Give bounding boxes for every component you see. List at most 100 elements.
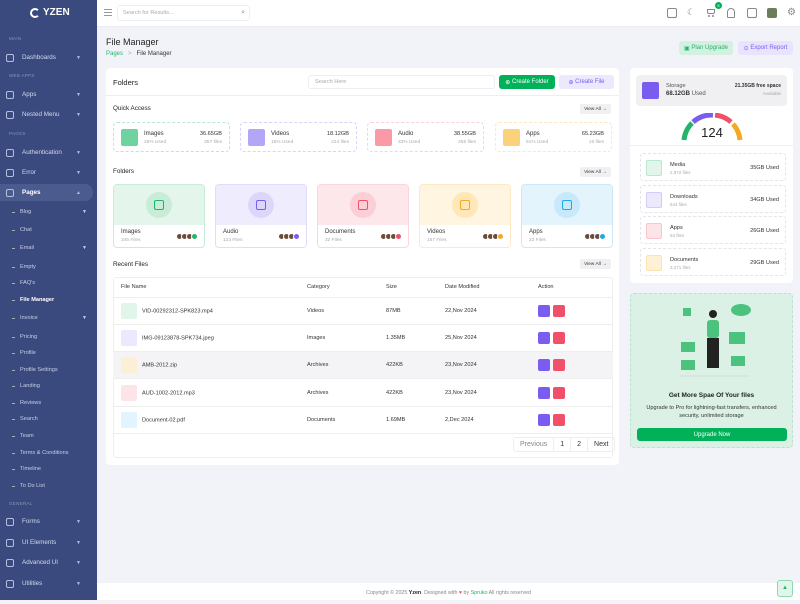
category: Archives xyxy=(307,378,386,407)
pagination-page-1[interactable]: 1 xyxy=(554,438,572,451)
error-icon xyxy=(6,168,14,177)
folder-card[interactable]: Images 345 Files xyxy=(113,184,205,248)
breadcrumb-pages[interactable]: Pages xyxy=(106,51,124,57)
name: Videos xyxy=(271,131,290,137)
quick-access-card[interactable]: Images 26% Used 36.65GB 357 files xyxy=(113,122,230,152)
table-row[interactable]: VID-00292312-SPK823.mp4 Videos 87MB 22,Nov … xyxy=(113,297,613,325)
brand-logo[interactable]: YZEN xyxy=(30,7,70,18)
folder-search-input[interactable]: Search Here xyxy=(308,75,495,89)
search-input[interactable]: Search for Results... ⌕ xyxy=(117,5,250,21)
storage-category-row[interactable]: Media 2,872 files 35GB Used xyxy=(640,153,786,181)
sidebar-subitem[interactable]: Chat xyxy=(12,227,32,233)
label: View All xyxy=(584,261,601,267)
sidebar-subitem[interactable]: Empty xyxy=(12,264,36,270)
create-file-button[interactable]: ⊕ Create File xyxy=(559,75,614,89)
notification-bell-icon[interactable] xyxy=(727,8,735,18)
quick-access-card[interactable]: Audio 33% Used 38.55GB 455 files xyxy=(367,122,484,152)
add-member-icon[interactable] xyxy=(395,233,402,240)
view-eye-icon[interactable] xyxy=(538,304,550,317)
view-eye-icon[interactable] xyxy=(538,359,550,372)
view-eye-icon[interactable] xyxy=(538,331,550,344)
delete-trash-icon[interactable] xyxy=(553,304,565,317)
search-icon[interactable]: ⌕ xyxy=(241,9,245,16)
sidebar-subitem[interactable]: Profile xyxy=(12,350,36,356)
add-member-icon[interactable] xyxy=(191,233,198,240)
settings-gear-icon[interactable]: ⚙ xyxy=(787,7,796,18)
delete-trash-icon[interactable] xyxy=(553,386,565,399)
add-member-icon[interactable] xyxy=(599,233,606,240)
label: Utilities xyxy=(22,580,43,587)
sidebar-subitem[interactable]: Email ▼ xyxy=(12,245,87,251)
add-member-icon[interactable] xyxy=(293,233,300,240)
quick-access-card[interactable]: Apps 51% Used 65.23GB 16 files xyxy=(495,122,612,152)
folder-card[interactable]: Audio 123 Files xyxy=(215,184,307,248)
sidebar-item-dashboards[interactable]: Dashboards ▼ xyxy=(0,49,93,66)
storage-category-row[interactable]: Documents 3,271 files 29GB Used xyxy=(640,248,786,276)
label: Apps xyxy=(22,91,37,98)
footer-company-link[interactable]: Spruko xyxy=(470,590,488,596)
sidebar-item-ui-elements[interactable]: UI Elements ▼ xyxy=(0,534,93,551)
pagination-page-2[interactable]: 2 xyxy=(571,438,589,451)
sidebar-item-apps[interactable]: Apps ▼ xyxy=(0,86,93,103)
sidebar-subitem[interactable]: File Manager xyxy=(12,297,54,303)
table-row[interactable]: IMG-09123878-SPK734.jpeg Images 1.35MB 25,N… xyxy=(113,324,613,353)
folder-count: 123 Files xyxy=(223,238,243,243)
sidebar-item-utilities[interactable]: Utilities ▼ xyxy=(0,575,93,592)
sidebar-item-advanced-ui[interactable]: Advanced UI ▼ xyxy=(0,554,93,571)
menu-toggle-icon[interactable] xyxy=(104,9,112,16)
sidebar-item-nested-menu[interactable]: Nested Menu ▼ xyxy=(0,106,93,123)
dark-mode-moon-icon[interactable]: ☾ xyxy=(687,7,696,17)
sidebar-subitem[interactable]: Timeline xyxy=(12,466,41,472)
plan-upgrade-button[interactable]: ▣ Plan Upgrade xyxy=(679,41,733,55)
table-row[interactable]: AUD-1002-2012.mp3 Archives 422KB 23,Nov 202… xyxy=(113,378,613,407)
folder-card[interactable]: Apps 23 Files xyxy=(521,184,613,248)
sidebar-item-error[interactable]: Error ▼ xyxy=(0,164,93,181)
size: 422KB xyxy=(386,378,445,407)
folder-card[interactable]: Videos 167 Files xyxy=(419,184,511,248)
sidebar-subitem[interactable]: Reviews xyxy=(12,400,41,406)
export-report-button[interactable]: ⊙ Export Report xyxy=(738,41,793,55)
pagination-previous[interactable]: Previous xyxy=(514,438,555,451)
sidebar-subitem[interactable]: Profile Settings xyxy=(12,367,58,373)
folders-view-all-button[interactable]: View All → xyxy=(580,167,611,177)
storage-category-row[interactable]: Downloads 644 files 34GB Used xyxy=(640,185,786,213)
delete-trash-icon[interactable] xyxy=(553,359,565,372)
label: Profile Settings xyxy=(20,367,58,373)
label: Nested Menu xyxy=(22,111,60,118)
sidebar-item-forms[interactable]: Forms ▼ xyxy=(0,513,93,530)
sidebar-subitem[interactable]: Search xyxy=(12,416,38,422)
quick-access-card[interactable]: Videos 18% Used 18.12GB 224 files xyxy=(240,122,357,152)
create-folder-button[interactable]: ⊕ Create Folder xyxy=(499,75,555,89)
storage-category-row[interactable]: Apps 64 files 26GB Used xyxy=(640,216,786,244)
category-icon xyxy=(248,129,265,146)
sidebar-subitem[interactable]: Invoice ▼ xyxy=(12,315,87,321)
avatar[interactable] xyxy=(767,8,777,18)
sidebar-subitem[interactable]: Team xyxy=(12,433,34,439)
sidebar-subitem[interactable]: Pricing xyxy=(12,334,37,340)
sidebar-subitem[interactable]: Landing xyxy=(12,383,40,389)
footer-brand[interactable]: Yzen xyxy=(408,590,422,596)
pagination-next[interactable]: Next xyxy=(594,441,609,448)
fullscreen-icon[interactable] xyxy=(747,8,757,18)
sidebar-item-authentication[interactable]: Authentication ▼ xyxy=(0,144,93,161)
table-row[interactable]: AMB-2012.zip Archives 422KB 23,Nov 2024 xyxy=(113,351,613,380)
cart-icon[interactable] xyxy=(706,9,715,18)
upgrade-now-button[interactable]: Upgrade Now xyxy=(637,428,787,441)
sidebar-subitem[interactable]: Terms & Conditions xyxy=(12,450,69,456)
delete-trash-icon[interactable] xyxy=(553,331,565,344)
folder-card[interactable]: Documents 32 Files xyxy=(317,184,409,248)
delete-trash-icon[interactable] xyxy=(553,413,565,426)
view-eye-icon[interactable] xyxy=(538,413,550,426)
add-member-icon[interactable] xyxy=(497,233,504,240)
sidebar-subitem[interactable]: Blog ▼ xyxy=(12,209,87,215)
sidebar-subitem[interactable]: To Do List xyxy=(12,483,45,489)
scroll-to-top-button[interactable]: ▲ xyxy=(777,580,793,597)
table-row[interactable]: Document-02.pdf Documents 1.69MB 2,Dec 2024 xyxy=(113,406,613,434)
sidebar-subitem[interactable]: FAQ's xyxy=(12,280,35,286)
pen-icon xyxy=(6,558,14,567)
translate-icon[interactable] xyxy=(667,8,677,18)
sidebar-item-pages[interactable]: Pages ▲ xyxy=(0,184,93,201)
recent-files-view-all-button[interactable]: View All → xyxy=(580,259,611,269)
quick-access-view-all-button[interactable]: View All → xyxy=(580,104,611,114)
view-eye-icon[interactable] xyxy=(538,386,550,399)
